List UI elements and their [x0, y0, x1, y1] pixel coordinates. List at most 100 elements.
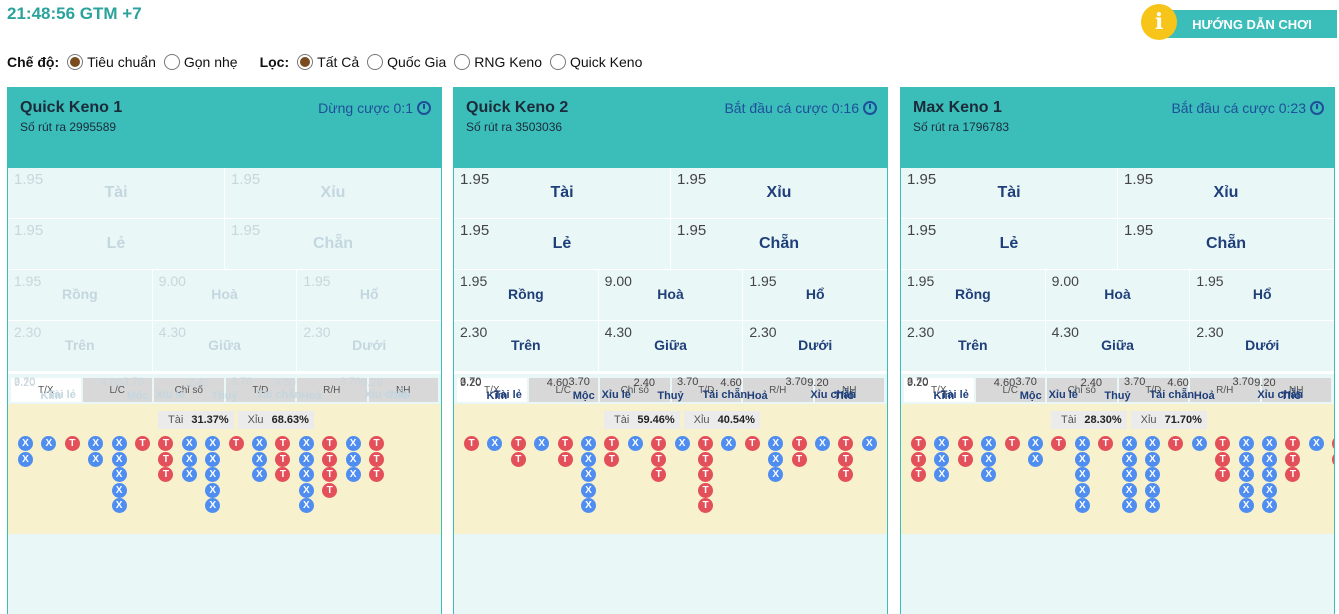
game-title: Quick Keno 1	[20, 99, 123, 116]
bet-odd: 9.00	[1051, 273, 1079, 289]
stats-tab[interactable]: L/C	[975, 378, 1045, 402]
bead-xiu: X	[981, 451, 997, 467]
bet-option[interactable]: 4.30 Giữa	[599, 321, 744, 371]
stats-tab[interactable]: NH	[814, 378, 884, 402]
bead-tai: T	[791, 436, 807, 451]
stats-tab[interactable]: T/X	[457, 378, 527, 402]
bet-option[interactable]: 1.95 Tài	[901, 168, 1118, 218]
bead-tai: T	[228, 436, 244, 451]
stats-tab[interactable]: T/X	[904, 378, 974, 402]
bet-name: Hổ	[1252, 286, 1272, 302]
bet-option[interactable]: 2.30 Dưới	[1190, 321, 1334, 371]
game-title: Max Keno 1	[913, 99, 1002, 116]
stats-tab[interactable]: L/C	[82, 378, 152, 402]
bet-option[interactable]: 2.30 Trên	[901, 321, 1046, 371]
bet-odd: 3.70	[1232, 376, 1254, 388]
stats-tab[interactable]: R/H	[1190, 378, 1260, 402]
bead-xiu: X	[1145, 498, 1160, 513]
xiu-percent: Xỉu 68.63%	[237, 411, 314, 429]
bet-odd: 1.95	[907, 273, 935, 289]
stats-tab[interactable]: L/C	[528, 378, 598, 402]
bead-xiu: X	[111, 467, 127, 482]
bet-option[interactable]: 9.00 Hoà	[1046, 270, 1191, 320]
bet-option[interactable]: 9.00 Hoà	[599, 270, 744, 320]
bead-xiu: X	[111, 451, 127, 467]
stats-tab[interactable]: T/X	[11, 378, 81, 402]
stats-tab[interactable]: R/H	[297, 378, 367, 402]
bead-tai: T	[369, 451, 384, 467]
bet-option[interactable]: 1.95 Lẻ	[901, 219, 1118, 269]
filter-option-quick-keno[interactable]: Quick Keno	[550, 54, 642, 70]
stats-tab[interactable]: T/D	[1118, 378, 1188, 402]
bead-xiu: X	[534, 436, 550, 451]
guide-button[interactable]: HƯỚNG DẪN CHƠI i	[1141, 4, 1337, 40]
mode-option-standard[interactable]: Tiêu chuẩn	[67, 54, 156, 70]
filter-option-rng-keno[interactable]: RNG Keno	[454, 54, 542, 70]
bet-option[interactable]: 1.95 Hổ	[1190, 270, 1334, 320]
bead-tai: T	[464, 436, 479, 451]
bet-odd: 3.70	[460, 376, 482, 388]
bet-odd: 2.30	[303, 324, 331, 340]
bead-xiu: X	[1262, 451, 1277, 467]
stats-tab[interactable]: NH	[1261, 378, 1331, 402]
bet-option[interactable]: 4.30 Giữa	[1046, 321, 1191, 371]
bead-tai: T	[651, 451, 667, 467]
bet-name: Xỉu chẵn	[810, 389, 857, 401]
bet-option[interactable]: 1.95 Xỉu	[671, 168, 887, 218]
clock: 21:48:56 GTM +7	[7, 4, 142, 23]
bet-odd: 3.70	[14, 376, 36, 388]
bet-name: Lẻ	[999, 235, 1019, 252]
bead-xiu: X	[768, 467, 784, 482]
alarm-clock-icon	[1310, 101, 1324, 115]
bet-odd: 9.20	[807, 377, 829, 389]
bet-option[interactable]: 2.30 Trên	[454, 321, 599, 371]
bet-odd: 9.20	[907, 377, 929, 389]
odds-row: 1.95 Tài 1.95 Xỉu	[454, 168, 887, 219]
odds-row: 9.20 Kim 4.60 Mộc 2.40 Thuỷ 4.60 Hoả 9.20 Thổ	[8, 373, 441, 402]
xiu-value: 68.63%	[271, 414, 309, 426]
odds-row: 1.95 Lẻ 1.95 Chẵn	[454, 219, 887, 270]
stats-tab[interactable]: T/D	[671, 378, 741, 402]
bet-option[interactable]: 1.95 Rồng	[454, 270, 599, 320]
bet-odd: 2.30	[907, 324, 935, 340]
bet-option[interactable]: 1.95 Tài	[454, 168, 671, 218]
bet-option[interactable]: 2.30 Dưới	[743, 321, 887, 371]
bead-xiu: X	[1238, 467, 1254, 482]
bet-odd: 1.95	[907, 222, 937, 239]
filter-option-all[interactable]: Tất Cả	[297, 54, 359, 70]
bead-tai: T	[1215, 467, 1231, 482]
draw-number: Số rút ra 3503036	[466, 120, 563, 134]
bet-name: Giữa	[208, 337, 241, 353]
bead-tai: T	[510, 451, 526, 467]
stats-tab[interactable]: Chỉ số	[154, 378, 224, 402]
stats-tab[interactable]: NH	[368, 378, 438, 402]
bead-xiu: X	[1262, 482, 1277, 498]
filter-option-national[interactable]: Quốc Gia	[367, 54, 446, 70]
filter-option-label: Quốc Gia	[387, 54, 447, 70]
bet-odd: 3.70	[677, 376, 699, 388]
bet-option[interactable]: 1.95 Chẵn	[1118, 219, 1334, 269]
odds-row: 2.30 Trên 4.30 Giữa 2.30 Dưới	[901, 321, 1334, 372]
bead-tai: T	[557, 436, 573, 451]
bet-name: Chẵn	[1206, 235, 1246, 252]
stats-tab[interactable]: T/D	[225, 378, 295, 402]
mode-option-light[interactable]: Gọn nhẹ	[163, 54, 238, 70]
bet-name: Thổ	[388, 390, 409, 402]
stats-tab[interactable]: Chỉ số	[600, 378, 670, 402]
bet-odd: 3.70	[339, 376, 361, 388]
bet-option[interactable]: 1.95 Lẻ	[454, 219, 671, 269]
bet-odd: 1.95	[677, 171, 707, 188]
bet-option[interactable]: 1.95 Rồng	[901, 270, 1046, 320]
bet-option[interactable]: 1.95 Hổ	[743, 270, 887, 320]
result-road: Tài 28.30% Xỉu 71.70% T T T X X X T T X X X T X X T X X X X X…	[901, 404, 1334, 534]
stats-tab[interactable]: Chỉ số	[1047, 378, 1117, 402]
radio-icon	[297, 54, 314, 70]
bet-odd: 1.95	[460, 171, 490, 188]
bet-option[interactable]: 1.95 Xỉu	[1118, 168, 1334, 218]
bet-odd: 1.95	[677, 222, 707, 239]
bead-xiu: X	[487, 436, 503, 451]
bet-odd: 2.30	[1196, 324, 1224, 340]
bead-xiu: X	[768, 436, 784, 451]
stats-tab[interactable]: R/H	[743, 378, 813, 402]
bet-option[interactable]: 1.95 Chẵn	[671, 219, 887, 269]
